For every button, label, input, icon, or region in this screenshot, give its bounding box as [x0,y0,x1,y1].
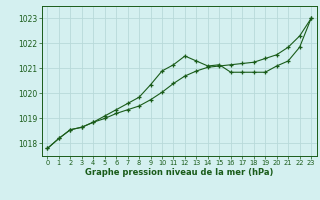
X-axis label: Graphe pression niveau de la mer (hPa): Graphe pression niveau de la mer (hPa) [85,168,273,177]
